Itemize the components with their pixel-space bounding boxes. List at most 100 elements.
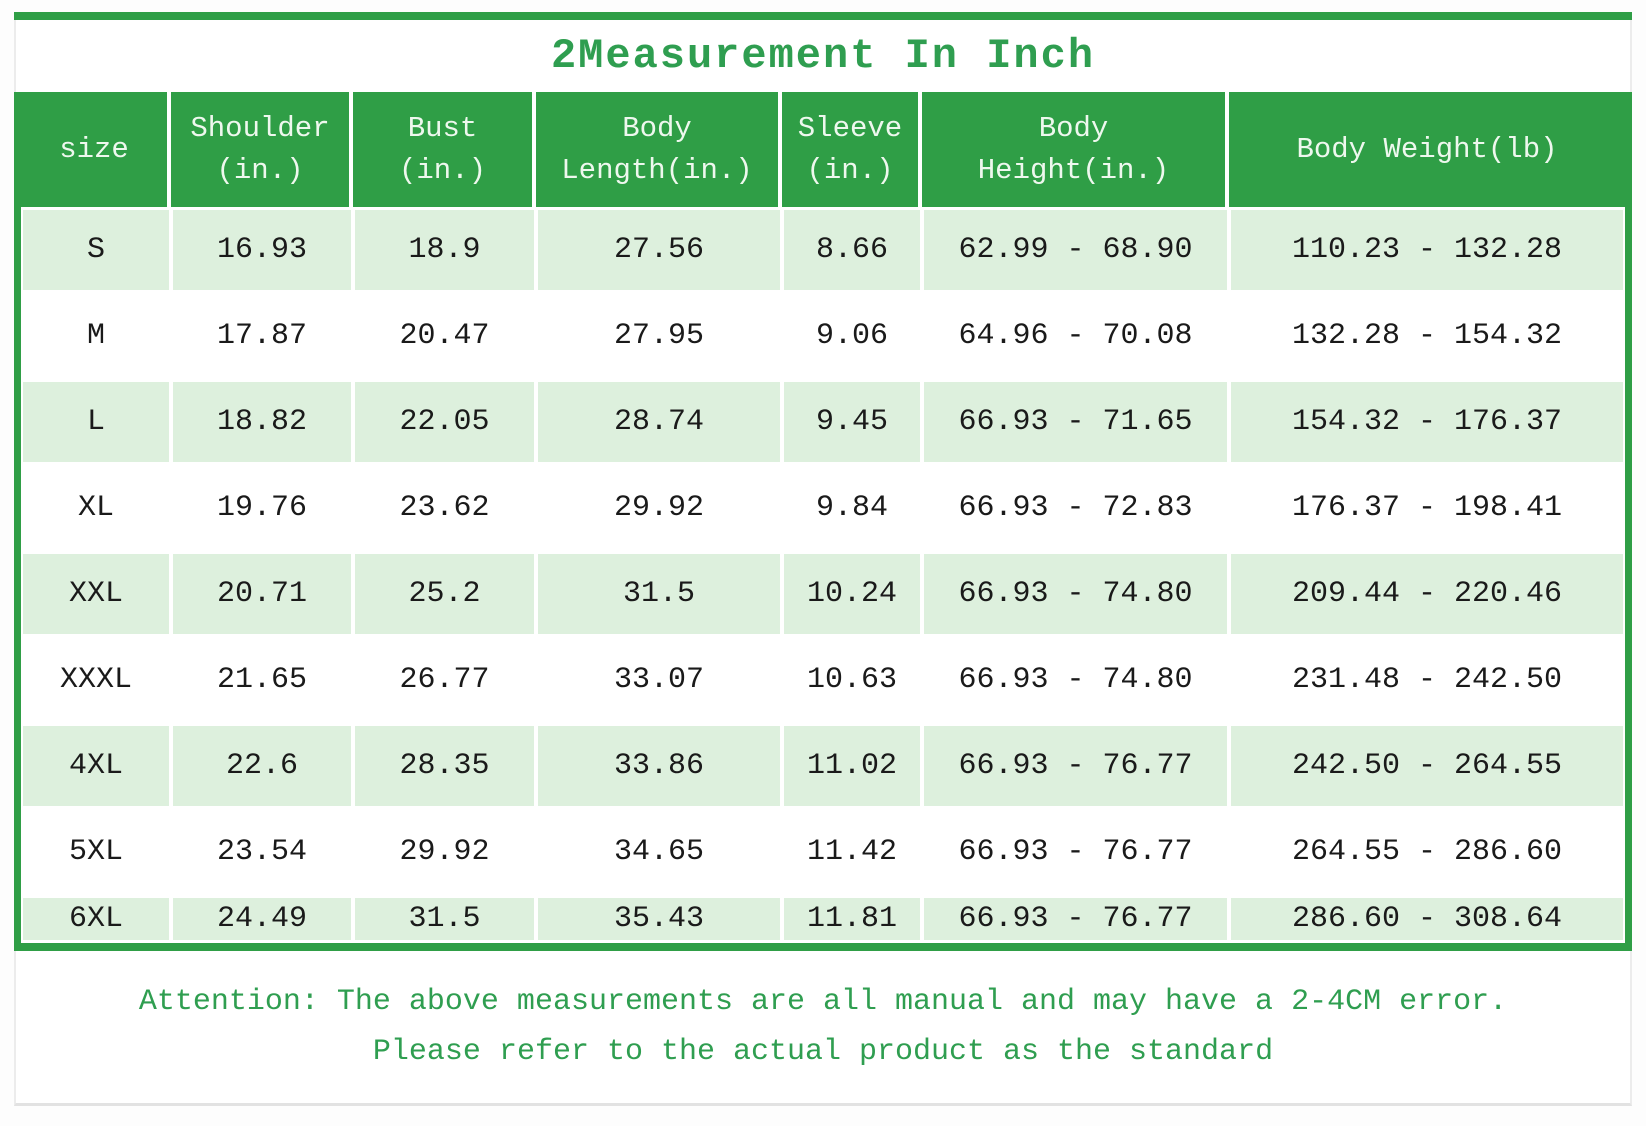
cell-bust: 28.35 xyxy=(353,723,536,809)
table-row-5XL: 5XL 23.54 29.92 34.65 11.42 66.93 - 76.77 264.… xyxy=(21,809,1625,895)
size-label: S xyxy=(21,207,171,293)
column-header-shoulder: Shoulder (in.) xyxy=(171,92,353,207)
cell-bust: 29.92 xyxy=(399,835,490,869)
column-header-line: (in.) xyxy=(806,153,894,187)
cell-body-height: 66.93 - 76.77 xyxy=(922,895,1229,943)
cell-sleeve: 11.02 xyxy=(782,723,922,809)
cell-shoulder: 16.93 xyxy=(171,207,353,293)
cell-body-weight: 110.23 - 132.28 xyxy=(1229,207,1625,293)
column-header-line: size xyxy=(59,132,129,166)
table-row-4XL: 4XL 22.6 28.35 33.86 11.02 66.93 - 76.77 242.5… xyxy=(21,723,1625,809)
cell-body-length: 28.74 xyxy=(536,379,782,465)
size-label: L xyxy=(21,379,171,465)
attention-line-1: Attention: The above measurements are al… xyxy=(138,985,1508,1019)
size-label: XXXL xyxy=(59,663,132,697)
cell-sleeve: 10.24 xyxy=(782,551,922,637)
cell-bust: 23.62 xyxy=(399,491,490,525)
size-label: 4XL xyxy=(21,723,171,809)
column-header-line: (in.) xyxy=(398,153,486,187)
cell-body-height: 66.93 - 74.80 xyxy=(922,551,1229,637)
column-header-line: Sleeve xyxy=(797,111,903,145)
attention-box: Attention: The above measurements are al… xyxy=(14,951,1632,1106)
table-row-6XL: 6XL 24.49 31.5 35.43 11.81 66.93 - 76.77 286.6… xyxy=(21,895,1625,943)
cell-body-length: 33.86 xyxy=(536,723,782,809)
size-label: XL xyxy=(77,491,114,525)
cell-bust: 20.47 xyxy=(399,319,490,353)
attention-line-2: Please refer to the actual product as th… xyxy=(372,1035,1274,1069)
cell-body-height: 66.93 - 76.77 xyxy=(922,723,1229,809)
cell-sleeve: 8.66 xyxy=(782,207,922,293)
cell-body-length: 29.92 xyxy=(613,491,704,525)
column-header-bust: Bust (in.) xyxy=(353,92,536,207)
cell-shoulder: 18.82 xyxy=(171,379,353,465)
size-label: XXL xyxy=(21,551,171,637)
cell-bust: 18.9 xyxy=(353,207,536,293)
table-row-XXL: XXL 20.71 25.2 31.5 10.24 66.93 - 74.80 209.44… xyxy=(21,551,1625,637)
cell-sleeve: 9.45 xyxy=(782,379,922,465)
column-header-line: Body Weight(lb) xyxy=(1296,132,1558,166)
size-label: 6XL xyxy=(21,895,171,943)
cell-bust: 22.05 xyxy=(353,379,536,465)
cell-body-weight: 209.44 - 220.46 xyxy=(1229,551,1625,637)
cell-body-weight: 154.32 - 176.37 xyxy=(1229,379,1625,465)
column-header-size: size xyxy=(21,92,171,207)
cell-shoulder: 22.6 xyxy=(171,723,353,809)
table-row-M: M 17.87 20.47 27.95 9.06 64.96 - 70.08 132.28 … xyxy=(21,293,1625,379)
cell-body-weight: 231.48 - 242.50 xyxy=(1291,663,1563,697)
column-header-line: Bust xyxy=(407,111,478,145)
cell-shoulder: 17.87 xyxy=(216,319,307,353)
cell-body-length: 27.95 xyxy=(613,319,704,353)
size-label: M xyxy=(86,319,105,353)
cell-body-height: 62.99 - 68.90 xyxy=(922,207,1229,293)
cell-body-length: 35.43 xyxy=(536,895,782,943)
column-header-body-weight: Body Weight(lb) xyxy=(1229,92,1625,207)
column-header-line: Height(in.) xyxy=(977,153,1170,187)
table-row-XXXL: XXXL 21.65 26.77 33.07 10.63 66.93 - 74.80 231… xyxy=(21,637,1625,723)
cell-shoulder: 23.54 xyxy=(216,835,307,869)
cell-shoulder: 24.49 xyxy=(171,895,353,943)
cell-body-height: 66.93 - 74.80 xyxy=(958,663,1193,697)
cell-sleeve: 11.42 xyxy=(806,835,897,869)
size-label: 5XL xyxy=(68,835,123,869)
cell-body-height: 66.93 - 72.83 xyxy=(958,491,1193,525)
cell-sleeve: 11.81 xyxy=(782,895,922,943)
column-header-line: Shoulder xyxy=(190,111,330,145)
cell-body-height: 66.93 - 76.77 xyxy=(958,835,1193,869)
cell-sleeve: 9.06 xyxy=(815,319,888,353)
cell-body-length: 33.07 xyxy=(613,663,704,697)
column-header-line: Length(in.) xyxy=(561,153,753,187)
cell-body-length: 34.65 xyxy=(613,835,704,869)
column-header-body-length: Body Length(in.) xyxy=(536,92,782,207)
cell-body-weight: 242.50 - 264.55 xyxy=(1229,723,1625,809)
cell-body-weight: 176.37 - 198.41 xyxy=(1291,491,1563,525)
size-table: size Shoulder (in.) Bust (in.) Body Length(in.… xyxy=(14,92,1632,951)
title-row: 2Measurement In Inch xyxy=(14,20,1632,92)
cell-body-weight: 132.28 - 154.32 xyxy=(1291,319,1563,353)
column-header-line: (in.) xyxy=(216,153,304,187)
table-row-XL: XL 19.76 23.62 29.92 9.84 66.93 - 72.83 176.37… xyxy=(21,465,1625,551)
table-row-S: S 16.93 18.9 27.56 8.66 62.99 - 68.90 110.23 -… xyxy=(21,207,1625,293)
column-header-sleeve: Sleeve (in.) xyxy=(782,92,922,207)
page-title: 2Measurement In Inch xyxy=(550,32,1096,80)
top-green-border xyxy=(14,12,1632,20)
size-chart-sheet: 2Measurement In Inch size Shoulder (in.) Bu… xyxy=(14,12,1632,1106)
cell-shoulder: 19.76 xyxy=(216,491,307,525)
cell-sleeve: 10.63 xyxy=(806,663,897,697)
table-row-L: L 18.82 22.05 28.74 9.45 66.93 - 71.65 154.32 … xyxy=(21,379,1625,465)
table-header-row: size Shoulder (in.) Bust (in.) Body Length(in.… xyxy=(21,92,1625,207)
cell-bust: 25.2 xyxy=(353,551,536,637)
cell-shoulder: 21.65 xyxy=(216,663,307,697)
cell-sleeve: 9.84 xyxy=(815,491,888,525)
cell-body-height: 64.96 - 70.08 xyxy=(958,319,1193,353)
cell-body-weight: 264.55 - 286.60 xyxy=(1291,835,1563,869)
cell-shoulder: 20.71 xyxy=(171,551,353,637)
column-header-body-height: Body Height(in.) xyxy=(922,92,1229,207)
cell-body-length: 31.5 xyxy=(536,551,782,637)
cell-bust: 26.77 xyxy=(399,663,490,697)
cell-body-weight: 286.60 - 308.64 xyxy=(1229,895,1625,943)
cell-body-height: 66.93 - 71.65 xyxy=(922,379,1229,465)
cell-body-length: 27.56 xyxy=(536,207,782,293)
table-body: S 16.93 18.9 27.56 8.66 62.99 - 68.90 110.23 -… xyxy=(21,207,1625,943)
cell-bust: 31.5 xyxy=(353,895,536,943)
column-header-line: Body xyxy=(622,111,692,145)
